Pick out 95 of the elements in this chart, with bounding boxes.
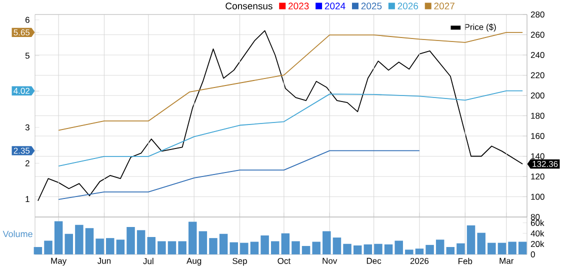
bar xyxy=(158,241,166,254)
bar xyxy=(75,224,84,254)
bar xyxy=(394,240,403,254)
x-tick-label: Jun xyxy=(98,258,111,264)
y-tick-label: 2 xyxy=(26,160,30,166)
bar xyxy=(178,241,186,254)
bar xyxy=(364,244,372,254)
y2-tick-label: 220 xyxy=(530,72,544,78)
bar xyxy=(466,225,476,254)
y2-tick-label: 260 xyxy=(530,32,544,38)
bar xyxy=(415,248,424,254)
bar xyxy=(198,231,208,254)
legend-label: Price ($) xyxy=(464,24,496,32)
y-tick-label: 6 xyxy=(26,16,30,23)
bar xyxy=(446,247,455,254)
y-tick-label: 40k xyxy=(530,230,544,236)
bar xyxy=(270,241,280,254)
y2-tick-label: 80 xyxy=(530,214,540,220)
data-label: 132.36 xyxy=(532,160,558,167)
bar xyxy=(405,250,414,254)
y2-tick-label: 160 xyxy=(531,133,544,140)
x-tick-label: May xyxy=(51,258,67,266)
bar xyxy=(147,237,156,254)
x-tick-label: Jul xyxy=(143,258,154,264)
bar xyxy=(250,242,259,254)
bar xyxy=(518,242,527,254)
bar xyxy=(116,240,125,254)
y2-tick-label: 200 xyxy=(530,92,544,99)
bar xyxy=(168,241,176,254)
bar xyxy=(312,242,320,254)
x-tick-label: Dec xyxy=(366,258,382,264)
y-tick-label: 5 xyxy=(25,52,30,59)
legend-label: 2025 xyxy=(361,2,382,10)
bar xyxy=(374,244,382,254)
bar xyxy=(508,242,516,254)
bar xyxy=(64,234,74,254)
legend-label: 2024 xyxy=(324,2,346,10)
y2-tick-label: 180 xyxy=(531,112,544,119)
y2-tick-label: 140 xyxy=(531,153,544,160)
legend-label: 2026 xyxy=(398,2,418,10)
bar xyxy=(281,233,290,254)
bar xyxy=(302,246,310,254)
y-tick-label: 4.02 xyxy=(14,88,30,94)
bar xyxy=(426,244,434,254)
bar xyxy=(488,242,496,254)
bar xyxy=(260,235,269,254)
bar xyxy=(240,242,248,254)
bar xyxy=(219,234,228,254)
bar xyxy=(34,247,42,254)
bar xyxy=(85,228,94,254)
bar xyxy=(54,221,63,254)
line-series xyxy=(38,30,524,202)
bar xyxy=(456,243,465,254)
bar xyxy=(343,244,352,254)
y-tick-label: 20k xyxy=(530,240,544,247)
bar xyxy=(126,227,135,254)
x-tick-label: Feb xyxy=(458,258,472,264)
y-tick-label: 2.35 xyxy=(14,148,30,154)
bar xyxy=(209,238,218,254)
x-tick-label: Oct xyxy=(278,258,291,264)
y2-tick-label: 280 xyxy=(530,12,544,18)
y-tick-label: 0 xyxy=(530,251,535,258)
x-tick-label: Nov xyxy=(322,258,338,264)
x-tick-label: Mar xyxy=(500,258,514,264)
bar xyxy=(332,238,342,254)
y-tick-label: 5.65 xyxy=(14,29,30,36)
y-tick-label: 60k xyxy=(530,220,544,226)
bar xyxy=(44,240,52,254)
bar xyxy=(477,232,486,254)
line-series xyxy=(58,150,420,200)
series-label: Volume xyxy=(2,230,32,238)
legend-label: 2023 xyxy=(288,2,309,10)
y2-tick-label: 100 xyxy=(531,194,544,200)
line-series xyxy=(58,32,524,131)
bar xyxy=(230,242,238,254)
x-tick-label: Sep xyxy=(232,258,247,266)
bar xyxy=(384,244,393,254)
x-tick-label: Aug xyxy=(186,258,202,266)
y-tick-label: 1 xyxy=(26,196,30,202)
x-tick-label: 2026 xyxy=(410,258,429,264)
y-tick-label: 3 xyxy=(25,124,30,130)
y2-tick-label: 120 xyxy=(531,174,544,180)
legend-label: 2027 xyxy=(434,2,454,10)
line-series xyxy=(58,90,524,167)
bar xyxy=(106,238,114,254)
bar xyxy=(136,230,146,254)
bar xyxy=(188,222,197,254)
bar xyxy=(498,242,506,254)
bar xyxy=(292,241,300,254)
bar xyxy=(322,231,331,254)
y2-tick-label: 240 xyxy=(530,52,544,58)
bar xyxy=(353,245,362,254)
legend-title: Consensus xyxy=(226,2,272,10)
bar xyxy=(436,240,444,254)
bar xyxy=(96,238,104,254)
